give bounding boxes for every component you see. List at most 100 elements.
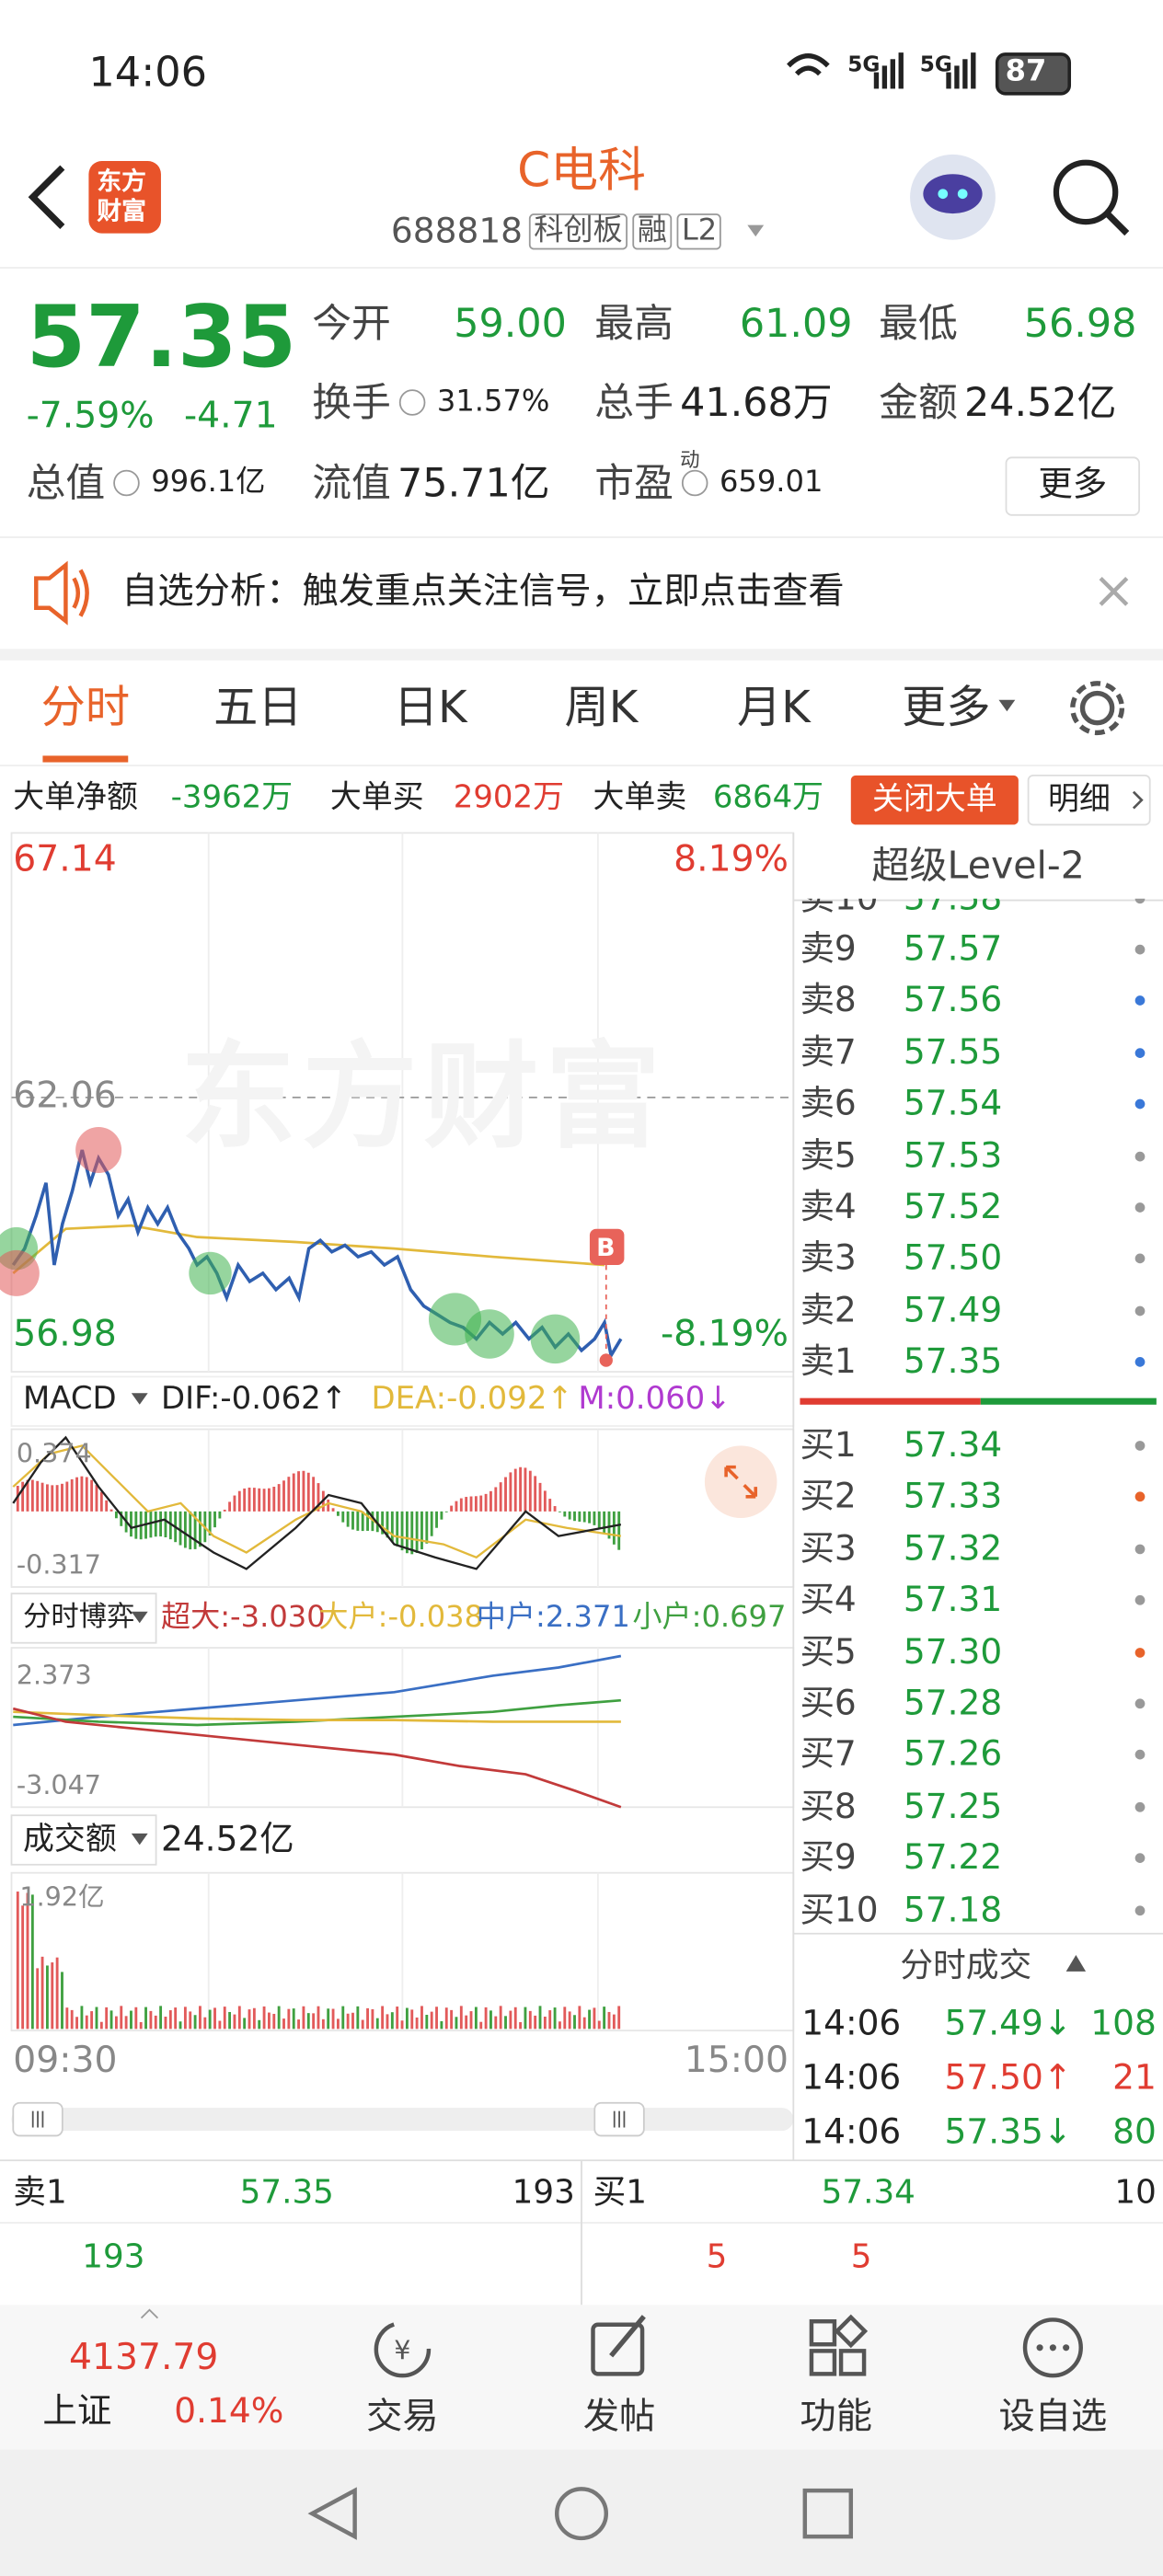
stat-value: 31.57% (436, 384, 550, 420)
tab[interactable]: 分时 (40, 682, 131, 734)
decor-bar (390, 1511, 394, 1542)
change: -4.71 (183, 396, 278, 437)
decor-bar (578, 2006, 582, 2030)
ask-volume: 193 (512, 2171, 575, 2212)
decor-bar (568, 2011, 571, 2030)
decor-bar (95, 1485, 98, 1512)
decor-bar (203, 2017, 207, 2030)
tag: L2 (676, 213, 722, 250)
tab[interactable]: 五日 (213, 682, 303, 734)
index-value[interactable]: 4137.79 (68, 2338, 219, 2379)
turnover-label[interactable]: 成交额 (22, 1821, 117, 1857)
decor-bar (548, 1499, 552, 1512)
trades-title[interactable]: 分时成交 (900, 1945, 1032, 1985)
decor-bar (331, 2008, 335, 2030)
status-time: 14:06 (88, 48, 208, 97)
decor-bar (85, 2015, 88, 2030)
decor-bar (455, 2017, 458, 2030)
nav-item[interactable]: 发帖 (582, 2397, 656, 2438)
book-price: 57.52 (903, 1186, 1003, 1226)
stat-label: 最低 (879, 300, 958, 347)
book-dot (1134, 1047, 1146, 1058)
book-dot (1134, 1904, 1146, 1915)
decor-bar (474, 2007, 478, 2030)
decor-bar (499, 1482, 502, 1512)
ask-detail: 193 (82, 2236, 145, 2276)
stat-label: 最高 (594, 300, 674, 347)
decor-bar (149, 1511, 153, 1538)
tab[interactable]: 更多 (902, 682, 991, 734)
book-price: 57.53 (903, 1134, 1003, 1175)
decor-bar (159, 2006, 163, 2030)
decor-bar (563, 2007, 567, 2030)
stock-code: 688818 (390, 211, 524, 251)
decor-bar (292, 2008, 295, 2030)
macd-label[interactable]: MACD (22, 1380, 117, 1418)
decor-bar (61, 1483, 63, 1512)
game-label[interactable]: 分时博弈 (22, 1601, 135, 1634)
book-dot (1134, 1853, 1146, 1864)
info-icon (113, 469, 140, 497)
stat-value: 61.09 (739, 300, 853, 347)
macd-bottom: -0.317 (16, 1548, 101, 1581)
price-low: 56.98 (13, 1314, 117, 1356)
banner-text[interactable]: 自选分析：触发重点关注信号，立即点击查看 (121, 571, 845, 614)
book-dot (1134, 1202, 1146, 1213)
decor-bar (524, 2007, 527, 2030)
decor-bar (336, 1511, 340, 1516)
nav-item[interactable]: 功能 (800, 2397, 872, 2438)
svg-text:¥: ¥ (394, 2334, 410, 2365)
stat-label: 流值 (312, 459, 391, 506)
nav-item[interactable]: 交易 (366, 2397, 439, 2438)
book-price: 57.54 (903, 1083, 1003, 1123)
decor-bar (327, 1499, 330, 1512)
decor-bar (459, 1498, 463, 1512)
close-big-order[interactable]: 关闭大单 (871, 781, 997, 818)
decor-bar (553, 2007, 557, 2030)
nav-item[interactable]: 设自选 (998, 2397, 1108, 2438)
more-label[interactable]: 更多 (1038, 464, 1108, 504)
tab[interactable]: 月K (736, 682, 811, 734)
stock-title[interactable]: C电科 (517, 142, 646, 199)
book-label: 买6 (800, 1683, 857, 1723)
decor-bar (459, 2006, 463, 2030)
game-super: 超大:-3.030 (160, 1600, 326, 1635)
decor-bar (494, 1487, 498, 1512)
decor-bar (450, 1505, 454, 1512)
stat-value: 996.1亿 (151, 465, 266, 500)
decor-bar (139, 2021, 143, 2030)
decor-bar (563, 1511, 567, 1517)
decor-bar (578, 1511, 582, 1522)
decor-bar (120, 1511, 123, 1526)
decor-bar (528, 2010, 532, 2030)
more-button[interactable] (1005, 456, 1141, 516)
decor-bar (193, 2015, 197, 2030)
bid-label: 买1 (593, 2171, 647, 2212)
tab[interactable]: 日K (393, 682, 467, 734)
decor-bar (61, 1972, 63, 2030)
decor-bar (243, 1488, 247, 1512)
decor-bar (593, 1511, 596, 1525)
level2-title[interactable]: 超级Level-2 (871, 845, 1085, 889)
decor-bar (469, 2011, 473, 2030)
decor-bar (262, 1489, 266, 1512)
index-name[interactable]: 上证 (42, 2391, 112, 2431)
decor-bar (519, 2021, 523, 2030)
book-label: 买7 (800, 1734, 857, 1775)
decor-bar (430, 2011, 433, 2030)
watermark: 东方财富 (180, 1029, 667, 1166)
detail-button[interactable]: 明细 (1048, 781, 1111, 818)
decor-bar (144, 2007, 147, 2030)
decor-bar (336, 2018, 340, 2030)
tab[interactable]: 周K (564, 682, 639, 734)
battery-level: 87 (1005, 53, 1047, 89)
book-label: 卖7 (800, 1031, 857, 1072)
stat-value: 41.68万 (680, 379, 833, 426)
buy-marker[interactable]: B (596, 1233, 616, 1263)
decor-bar (573, 2015, 576, 2030)
decor-bar (381, 1511, 385, 1535)
index-change[interactable]: 0.14% (174, 2391, 284, 2431)
decor-bar (80, 2006, 84, 2030)
decor-bar (509, 2010, 512, 2030)
decor-bar (287, 1477, 291, 1512)
